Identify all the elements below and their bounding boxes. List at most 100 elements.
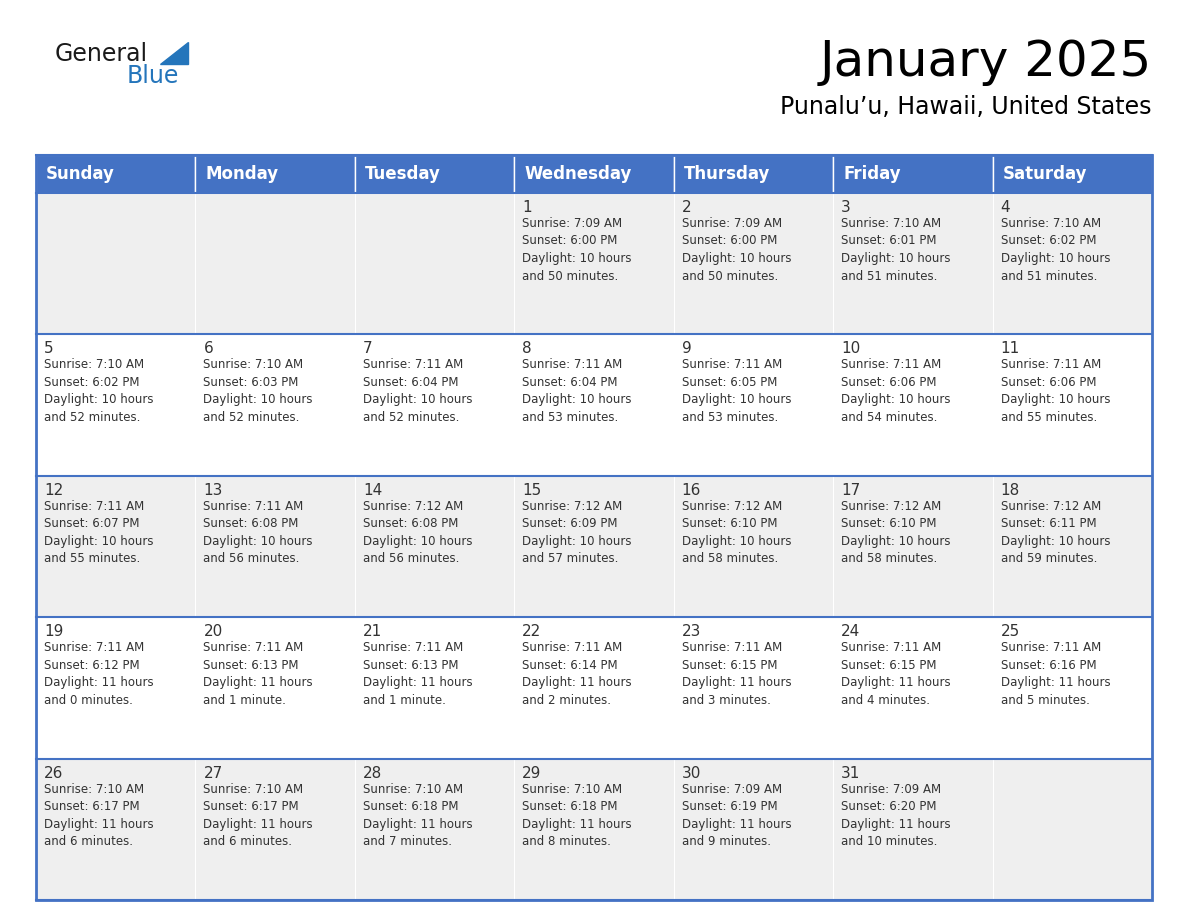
Text: Sunrise: 7:11 AM
Sunset: 6:07 PM
Daylight: 10 hours
and 55 minutes.: Sunrise: 7:11 AM Sunset: 6:07 PM Dayligh… <box>44 499 153 565</box>
Bar <box>196 193 355 334</box>
Text: Sunrise: 7:10 AM
Sunset: 6:02 PM
Daylight: 10 hours
and 52 minutes.: Sunrise: 7:10 AM Sunset: 6:02 PM Dayligh… <box>44 358 153 424</box>
Text: 3: 3 <box>841 200 851 215</box>
Bar <box>674 193 833 334</box>
Text: 10: 10 <box>841 341 860 356</box>
Bar <box>674 617 833 758</box>
Bar <box>833 155 992 193</box>
Text: 1: 1 <box>523 200 532 215</box>
Text: 22: 22 <box>523 624 542 639</box>
Text: 13: 13 <box>203 483 223 498</box>
Bar <box>514 758 674 900</box>
Text: Sunrise: 7:09 AM
Sunset: 6:00 PM
Daylight: 10 hours
and 50 minutes.: Sunrise: 7:09 AM Sunset: 6:00 PM Dayligh… <box>523 217 632 283</box>
Text: Sunrise: 7:12 AM
Sunset: 6:10 PM
Daylight: 10 hours
and 58 minutes.: Sunrise: 7:12 AM Sunset: 6:10 PM Dayligh… <box>682 499 791 565</box>
Text: Sunrise: 7:10 AM
Sunset: 6:18 PM
Daylight: 11 hours
and 7 minutes.: Sunrise: 7:10 AM Sunset: 6:18 PM Dayligh… <box>362 783 473 848</box>
Bar <box>196 758 355 900</box>
Bar <box>36 155 196 193</box>
Text: 11: 11 <box>1000 341 1019 356</box>
Bar <box>36 476 196 617</box>
Text: 28: 28 <box>362 766 383 780</box>
Text: Sunrise: 7:11 AM
Sunset: 6:15 PM
Daylight: 11 hours
and 3 minutes.: Sunrise: 7:11 AM Sunset: 6:15 PM Dayligh… <box>682 641 791 707</box>
Text: 26: 26 <box>44 766 63 780</box>
Text: Sunrise: 7:11 AM
Sunset: 6:04 PM
Daylight: 10 hours
and 52 minutes.: Sunrise: 7:11 AM Sunset: 6:04 PM Dayligh… <box>362 358 473 424</box>
Text: Sunrise: 7:11 AM
Sunset: 6:13 PM
Daylight: 11 hours
and 1 minute.: Sunrise: 7:11 AM Sunset: 6:13 PM Dayligh… <box>203 641 314 707</box>
Text: Sunrise: 7:11 AM
Sunset: 6:15 PM
Daylight: 11 hours
and 4 minutes.: Sunrise: 7:11 AM Sunset: 6:15 PM Dayligh… <box>841 641 950 707</box>
Bar <box>355 193 514 334</box>
Text: 4: 4 <box>1000 200 1010 215</box>
Text: 9: 9 <box>682 341 691 356</box>
Bar <box>355 334 514 476</box>
Bar <box>514 476 674 617</box>
Bar <box>36 758 196 900</box>
Text: 15: 15 <box>523 483 542 498</box>
Text: Sunrise: 7:09 AM
Sunset: 6:00 PM
Daylight: 10 hours
and 50 minutes.: Sunrise: 7:09 AM Sunset: 6:00 PM Dayligh… <box>682 217 791 283</box>
Bar <box>355 617 514 758</box>
Text: Sunrise: 7:10 AM
Sunset: 6:17 PM
Daylight: 11 hours
and 6 minutes.: Sunrise: 7:10 AM Sunset: 6:17 PM Dayligh… <box>203 783 314 848</box>
Text: Punalu’u, Hawaii, United States: Punalu’u, Hawaii, United States <box>781 95 1152 119</box>
Text: 25: 25 <box>1000 624 1019 639</box>
Bar <box>992 193 1152 334</box>
Bar <box>992 155 1152 193</box>
Text: 5: 5 <box>44 341 53 356</box>
Text: Sunrise: 7:12 AM
Sunset: 6:09 PM
Daylight: 10 hours
and 57 minutes.: Sunrise: 7:12 AM Sunset: 6:09 PM Dayligh… <box>523 499 632 565</box>
Bar <box>833 758 992 900</box>
Text: 6: 6 <box>203 341 213 356</box>
Text: 16: 16 <box>682 483 701 498</box>
Bar <box>36 334 196 476</box>
Text: Sunrise: 7:11 AM
Sunset: 6:04 PM
Daylight: 10 hours
and 53 minutes.: Sunrise: 7:11 AM Sunset: 6:04 PM Dayligh… <box>523 358 632 424</box>
Text: Monday: Monday <box>206 165 278 183</box>
Text: 24: 24 <box>841 624 860 639</box>
Text: 29: 29 <box>523 766 542 780</box>
Bar <box>833 193 992 334</box>
Bar <box>992 334 1152 476</box>
Bar <box>196 617 355 758</box>
Text: 8: 8 <box>523 341 532 356</box>
Bar <box>514 155 674 193</box>
Bar <box>36 155 1152 900</box>
Text: Sunrise: 7:11 AM
Sunset: 6:14 PM
Daylight: 11 hours
and 2 minutes.: Sunrise: 7:11 AM Sunset: 6:14 PM Dayligh… <box>523 641 632 707</box>
Bar <box>514 334 674 476</box>
Text: Sunrise: 7:11 AM
Sunset: 6:06 PM
Daylight: 10 hours
and 55 minutes.: Sunrise: 7:11 AM Sunset: 6:06 PM Dayligh… <box>1000 358 1110 424</box>
Bar <box>674 334 833 476</box>
Bar <box>674 476 833 617</box>
Bar <box>833 476 992 617</box>
Polygon shape <box>160 42 188 64</box>
Text: 21: 21 <box>362 624 383 639</box>
Text: Sunrise: 7:09 AM
Sunset: 6:19 PM
Daylight: 11 hours
and 9 minutes.: Sunrise: 7:09 AM Sunset: 6:19 PM Dayligh… <box>682 783 791 848</box>
Text: Friday: Friday <box>843 165 901 183</box>
Text: Sunrise: 7:11 AM
Sunset: 6:06 PM
Daylight: 10 hours
and 54 minutes.: Sunrise: 7:11 AM Sunset: 6:06 PM Dayligh… <box>841 358 950 424</box>
Text: Sunday: Sunday <box>46 165 115 183</box>
Text: 2: 2 <box>682 200 691 215</box>
Text: 31: 31 <box>841 766 860 780</box>
Bar <box>992 617 1152 758</box>
Text: Sunrise: 7:11 AM
Sunset: 6:13 PM
Daylight: 11 hours
and 1 minute.: Sunrise: 7:11 AM Sunset: 6:13 PM Dayligh… <box>362 641 473 707</box>
Bar <box>514 193 674 334</box>
Bar <box>833 617 992 758</box>
Text: 14: 14 <box>362 483 383 498</box>
Text: Sunrise: 7:10 AM
Sunset: 6:02 PM
Daylight: 10 hours
and 51 minutes.: Sunrise: 7:10 AM Sunset: 6:02 PM Dayligh… <box>1000 217 1110 283</box>
Bar <box>833 334 992 476</box>
Text: 20: 20 <box>203 624 222 639</box>
Text: 18: 18 <box>1000 483 1019 498</box>
Text: Sunrise: 7:12 AM
Sunset: 6:08 PM
Daylight: 10 hours
and 56 minutes.: Sunrise: 7:12 AM Sunset: 6:08 PM Dayligh… <box>362 499 473 565</box>
Text: Sunrise: 7:10 AM
Sunset: 6:18 PM
Daylight: 11 hours
and 8 minutes.: Sunrise: 7:10 AM Sunset: 6:18 PM Dayligh… <box>523 783 632 848</box>
Text: Wednesday: Wednesday <box>524 165 632 183</box>
Bar <box>36 193 196 334</box>
Bar <box>514 617 674 758</box>
Text: Saturday: Saturday <box>1003 165 1087 183</box>
Text: 27: 27 <box>203 766 222 780</box>
Text: Sunrise: 7:12 AM
Sunset: 6:11 PM
Daylight: 10 hours
and 59 minutes.: Sunrise: 7:12 AM Sunset: 6:11 PM Dayligh… <box>1000 499 1110 565</box>
Bar <box>196 476 355 617</box>
Text: 12: 12 <box>44 483 63 498</box>
Bar <box>196 155 355 193</box>
Bar <box>992 476 1152 617</box>
Text: 7: 7 <box>362 341 373 356</box>
Text: 30: 30 <box>682 766 701 780</box>
Text: 17: 17 <box>841 483 860 498</box>
Text: Sunrise: 7:11 AM
Sunset: 6:12 PM
Daylight: 11 hours
and 0 minutes.: Sunrise: 7:11 AM Sunset: 6:12 PM Dayligh… <box>44 641 153 707</box>
Bar <box>992 758 1152 900</box>
Text: Sunrise: 7:11 AM
Sunset: 6:05 PM
Daylight: 10 hours
and 53 minutes.: Sunrise: 7:11 AM Sunset: 6:05 PM Dayligh… <box>682 358 791 424</box>
Text: Tuesday: Tuesday <box>365 165 441 183</box>
Text: Sunrise: 7:12 AM
Sunset: 6:10 PM
Daylight: 10 hours
and 58 minutes.: Sunrise: 7:12 AM Sunset: 6:10 PM Dayligh… <box>841 499 950 565</box>
Text: Thursday: Thursday <box>684 165 770 183</box>
Bar <box>355 476 514 617</box>
